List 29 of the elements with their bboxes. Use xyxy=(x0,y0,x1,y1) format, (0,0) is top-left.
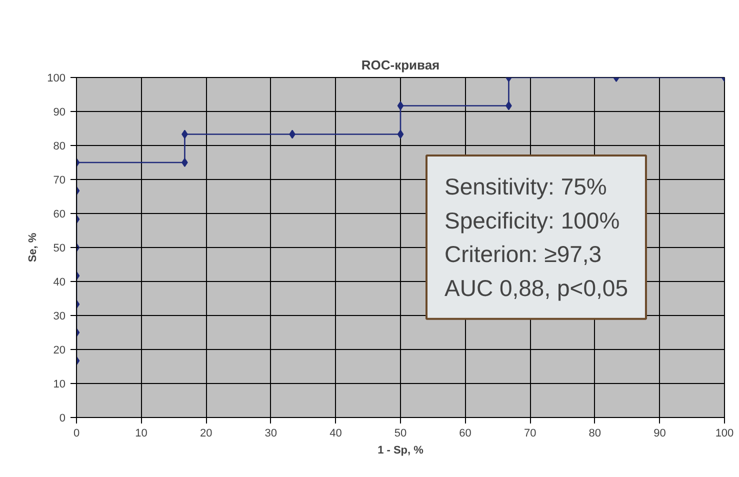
annotation: Specificity: 100% xyxy=(444,207,620,234)
y-tick-label: 10 xyxy=(53,378,66,390)
x-tick-label: 20 xyxy=(200,428,212,440)
x-tick-label: 90 xyxy=(654,428,666,440)
y-tick-label: 60 xyxy=(53,208,66,220)
annotation: AUC 0,88, p<0,05 xyxy=(444,274,628,301)
annotation: Criterion: ≥97,3 xyxy=(444,241,602,268)
x-tick-label: 100 xyxy=(715,428,734,440)
y-tick-label: 40 xyxy=(53,276,66,288)
x-tick-label: 50 xyxy=(394,428,407,440)
y-tick-label: 80 xyxy=(53,140,66,152)
chart-title: ROC-кривая xyxy=(361,58,440,72)
x-tick-label: 30 xyxy=(264,428,278,440)
y-tick-label: 30 xyxy=(53,310,66,322)
y-tick-label: 0 xyxy=(59,412,66,424)
y-axis-title: Se, % xyxy=(27,232,40,262)
y-tick-label: 50 xyxy=(53,242,66,254)
annotation: Sensitivity: 75% xyxy=(444,174,607,200)
x-tick-label: 0 xyxy=(73,428,80,440)
y-tick-label: 90 xyxy=(53,106,66,118)
x-tick-label: 70 xyxy=(524,428,536,440)
x-tick-label: 40 xyxy=(330,428,342,440)
x-tick-label: 60 xyxy=(459,428,472,440)
y-tick-label: 100 xyxy=(47,72,66,84)
y-tick-label: 70 xyxy=(53,174,66,186)
x-tick-label: 10 xyxy=(135,428,148,440)
x-axis-title: 1 - Sp, % xyxy=(378,444,424,456)
x-tick-label: 80 xyxy=(588,428,602,440)
y-tick-label: 20 xyxy=(53,344,66,356)
